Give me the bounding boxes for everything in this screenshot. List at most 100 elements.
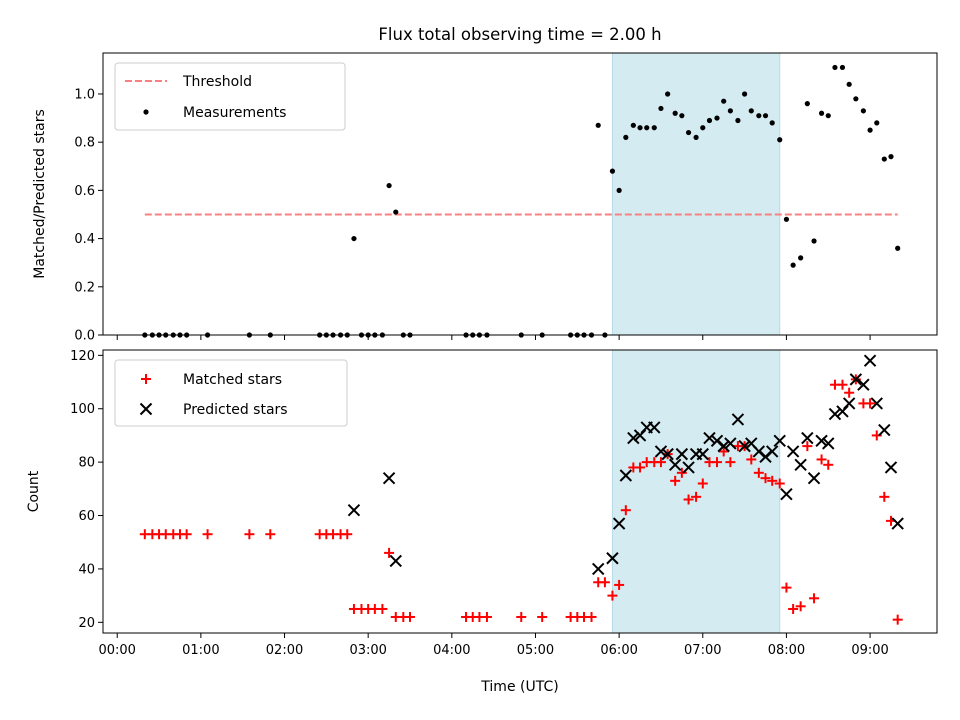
- measurement-point: [735, 117, 741, 124]
- measurement-point: [798, 255, 804, 261]
- matched-star-point: [607, 590, 618, 601]
- predicted-star-point: [389, 554, 402, 568]
- x-tick-label: 05:00: [517, 643, 554, 658]
- predicted-star-point: [731, 413, 745, 426]
- y-tick-label: 0.2: [74, 280, 95, 295]
- legend-measurements-label: Measurements: [183, 105, 286, 121]
- predicted-star-point: [863, 354, 877, 367]
- matched-star-point: [404, 611, 415, 622]
- time-x-ticks: 00:00 01:00 02:00 03:00 04:00 05:00 06:00 07:00…: [98, 633, 889, 658]
- y-tick-label: 0.6: [74, 184, 95, 199]
- matched-star-point: [265, 529, 276, 540]
- matched-star-point: [795, 601, 806, 612]
- observing-window-shade-lower: [611, 349, 781, 634]
- ratio-x-ticks: [116, 335, 871, 340]
- matched-star-point: [718, 446, 729, 457]
- measurement-point: [665, 91, 671, 97]
- x-tick-label: 09:00: [851, 643, 888, 658]
- measurement-point: [393, 209, 399, 215]
- y-tick-label: 60: [78, 509, 95, 524]
- predicted-star-point: [738, 439, 751, 453]
- matched-star-point: [781, 582, 792, 593]
- measurement-point: [609, 168, 616, 174]
- predicted-star-point: [822, 437, 835, 450]
- predicted-star-point: [382, 471, 396, 485]
- ratio-panel-frame: [102, 52, 938, 336]
- count-y-axis-label: Count: [26, 470, 42, 512]
- predicted-star-point: [682, 461, 695, 474]
- measurement-point: [616, 187, 622, 193]
- predicted-star-point: [654, 445, 668, 458]
- matched-star-point: [691, 491, 702, 502]
- legend-measurements-swatch: [143, 109, 149, 115]
- predicted-star-point: [347, 503, 361, 517]
- matched-star-point: [202, 529, 213, 540]
- x-tick-label: 01:00: [182, 643, 219, 658]
- predicted-star-point: [842, 397, 856, 410]
- y-tick-label: 20: [78, 616, 95, 631]
- measurement-point: [672, 110, 678, 116]
- predicted-star-point: [766, 445, 779, 458]
- measurement-points: [142, 64, 901, 338]
- measurement-point: [874, 120, 880, 126]
- x-tick-label: 04:00: [433, 643, 470, 658]
- measurement-point: [700, 125, 706, 131]
- predicted-star-point: [675, 447, 689, 461]
- measurement-point: [742, 91, 748, 97]
- measurement-point: [818, 110, 825, 116]
- matched-star-point: [725, 457, 736, 468]
- measurement-point: [727, 108, 733, 114]
- matched-star-point: [809, 593, 820, 604]
- x-tick-label: 06:00: [600, 643, 637, 658]
- legend-predicted-label: Predicted stars: [183, 402, 288, 418]
- matched-star-point: [879, 491, 890, 502]
- y-tick-label: 100: [70, 402, 95, 417]
- predicted-star-point: [801, 431, 814, 445]
- ratio-y-ticks: 0.0 0.2 0.4 0.6 0.8 1.0: [74, 87, 103, 344]
- matched-star-point: [753, 467, 764, 478]
- matched-star-point: [746, 454, 757, 465]
- predicted-star-point: [717, 439, 730, 453]
- predicted-star-point: [870, 397, 883, 410]
- measurement-point: [679, 113, 685, 119]
- predicted-star-point: [661, 447, 674, 461]
- matched-star-point: [635, 462, 646, 473]
- matched-star-point: [614, 579, 625, 590]
- x-tick-label: 03:00: [349, 643, 386, 658]
- predicted-star-point: [780, 487, 793, 501]
- measurement-point: [825, 113, 831, 119]
- ratio-legend-box: [114, 62, 346, 131]
- measurement-point: [790, 262, 796, 268]
- matched-star-point: [892, 614, 903, 625]
- measurement-point: [595, 122, 601, 128]
- y-tick-label: 80: [78, 456, 95, 471]
- predicted-star-point: [724, 437, 737, 450]
- matched-star-point: [844, 387, 855, 398]
- predicted-star-point: [815, 434, 828, 447]
- measurement-point: [637, 125, 643, 131]
- matched-star-point: [244, 529, 255, 540]
- measurement-point: [623, 134, 629, 140]
- x-tick-label: 07:00: [684, 643, 721, 658]
- observing-window-shade: [611, 52, 781, 336]
- x-tick-label: 02:00: [266, 643, 303, 658]
- measurement-point: [860, 108, 866, 114]
- measurement-point: [714, 115, 720, 121]
- matched-star-point: [837, 379, 848, 390]
- measurement-point: [721, 98, 727, 104]
- measurement-point: [706, 117, 713, 124]
- predicted-star-point: [786, 445, 800, 458]
- measurement-point: [386, 182, 392, 189]
- predicted-star-point: [592, 562, 605, 576]
- legend-cross-marker: [139, 402, 153, 416]
- legend-matched-label: Matched stars: [183, 372, 282, 388]
- matched-star-point: [697, 478, 708, 489]
- count-panel-frame: [102, 349, 938, 634]
- predicted-star-point: [807, 471, 821, 485]
- predicted-star-point: [648, 421, 661, 434]
- matched-star-point: [655, 457, 666, 468]
- measurement-point: [777, 137, 783, 143]
- count-legend: Matched stars Predicted stars: [114, 359, 348, 427]
- y-tick-label: 1.0: [74, 87, 95, 102]
